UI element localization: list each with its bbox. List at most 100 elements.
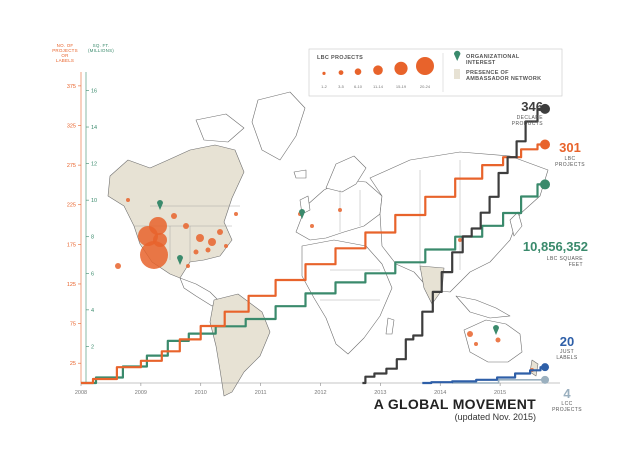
project-bubble-10 [193, 249, 199, 255]
series-line-4 [452, 379, 545, 384]
lcc-label-line-2: PROJECTS [552, 407, 582, 413]
map-india [419, 265, 445, 305]
map-madagascar [385, 317, 395, 335]
lcc-value: 4 [563, 386, 571, 401]
legend-bubble-label-3: 11-14 [373, 84, 384, 89]
project-bubble-6 [217, 229, 223, 235]
right-tick-label-7: 16 [91, 88, 97, 94]
project-bubble-3 [153, 233, 167, 247]
project-bubble-8 [171, 213, 177, 219]
declare-value: 346 [521, 99, 543, 114]
x-tick-label-6: 2014 [434, 390, 446, 396]
left-tick-label-2: 125 [67, 282, 76, 288]
left-tick-label-0: 25 [70, 361, 76, 367]
x-tick-label-0: 2008 [75, 390, 87, 396]
left-tick-label-7: 375 [67, 84, 76, 90]
square-feet-label-line-1: LBC SQUARE [547, 256, 583, 262]
series-end-dot-4 [541, 375, 550, 384]
legend-org-marker-icon [454, 50, 461, 61]
org-interest-markers [157, 200, 499, 335]
project-bubble-18 [310, 224, 314, 228]
project-bubble-19 [338, 208, 342, 212]
right-tick-label-2: 6 [91, 271, 94, 277]
left-tick-label-6: 325 [67, 124, 76, 130]
org-interest-marker-1 [299, 209, 305, 219]
series-line-1 [81, 183, 545, 385]
legend-bubble-label-0: 1-2 [321, 84, 328, 89]
left-tick-label-3: 175 [67, 242, 76, 248]
project-bubble-16 [474, 342, 478, 346]
legend-frame [308, 48, 563, 97]
legend-bubbles: 1-2 3-5 6-10 11-14 15-19 20-24 [321, 57, 434, 89]
project-bubble-7 [183, 223, 189, 229]
project-bubble-22 [126, 198, 130, 202]
lbc-projects-label-line-2: PROJECTS [555, 162, 585, 168]
series-end-dot-0 [540, 139, 551, 150]
chart-subtitle: (updated Nov. 2015) [455, 412, 536, 422]
project-bubble-23 [234, 212, 238, 216]
project-bubble-14 [467, 331, 473, 337]
legend-bubble-3 [373, 65, 383, 75]
legend-bubble-4 [394, 61, 408, 75]
right-axis-title-line-2: (MILLIONS) [88, 48, 114, 53]
right-axis-title: SQ. FT. (MILLIONS) [88, 43, 114, 53]
legend-bubble-label-5: 20-24 [420, 84, 431, 89]
right-tick-label-6: 14 [91, 125, 97, 131]
legend-ambassador-label-line-1: PRESENCE OF [466, 70, 509, 76]
legend: LBC PROJECTS 1-2 3-5 6-10 11-14 15-19 20-24 O… [308, 48, 563, 97]
project-bubble-11 [224, 244, 228, 248]
legend-org-label-line-2: INTEREST [466, 60, 496, 66]
left-axis-title: NO. OF PROJECTS OR LABELS [52, 43, 78, 63]
legend-bubble-1 [338, 70, 344, 75]
x-axis-ticks: 2008 2009 2010 2011 2012 2013 2014 2015 [75, 383, 506, 396]
just-label-line-1: JUST [560, 349, 574, 355]
legend-title: LBC PROJECTS [317, 55, 363, 61]
left-tick-label-1: 75 [70, 322, 76, 328]
project-bubble-2 [149, 217, 167, 235]
chart-title: A GLOBAL MOVEMENT [374, 396, 536, 412]
x-tick-label-4: 2012 [314, 390, 326, 396]
right-axis-title-line-1: SQ. FT. [93, 43, 110, 48]
left-axis-title-line-1: NO. OF [57, 43, 74, 48]
map-australia [463, 319, 523, 363]
series-end-dot-3 [541, 363, 550, 372]
series-end-dot-1 [540, 179, 551, 190]
project-bubble-12 [115, 263, 121, 269]
project-bubble-13 [186, 264, 190, 268]
project-bubble-0 [140, 241, 168, 269]
left-axis-title-line-2: PROJECTS [52, 48, 78, 53]
end-label-lbc-projects: 301 LBC PROJECTS [555, 140, 585, 168]
end-label-just: 20 JUST LABELS [556, 334, 578, 361]
just-value: 20 [560, 334, 574, 349]
left-axis-title-line-3: OR [61, 53, 69, 58]
x-tick-label-2: 2010 [195, 390, 207, 396]
map-north-america [107, 144, 245, 279]
x-tick-label-5: 2013 [374, 390, 386, 396]
legend-bubble-0 [322, 71, 326, 75]
x-tick-label-7: 2015 [494, 390, 506, 396]
just-label-line-2: LABELS [556, 355, 578, 361]
series-line-0 [81, 143, 545, 385]
map-south-america [209, 293, 271, 397]
end-label-lcc: 4 LCC PROJECTS [552, 386, 582, 413]
map-canada-islands [195, 113, 245, 143]
legend-bubble-label-1: 3-5 [338, 84, 345, 89]
square-feet-value: 10,856,352 [523, 239, 588, 254]
map-scandinavia [325, 155, 367, 193]
legend-bubble-label-2: 6-10 [354, 84, 363, 89]
declare-label-line-2: PRODUCTS [512, 121, 544, 127]
series-end-dot-2 [540, 103, 551, 114]
lbc-projects-label-line-1: LBC [565, 156, 576, 162]
map-africa [301, 239, 393, 355]
right-tick-label-4: 10 [91, 198, 97, 204]
project-bubble-20 [458, 238, 462, 242]
project-bubble-9 [205, 247, 211, 253]
org-interest-marker-3 [493, 325, 499, 335]
square-feet-label-line-2: FEET [569, 262, 583, 268]
lcc-label-line-1: LCC [561, 401, 572, 407]
map-southeast-asia [455, 295, 511, 319]
legend-ambassador-swatch [454, 69, 460, 79]
legend-bubble-5 [416, 57, 434, 75]
left-axis-ticks: 25 75 125 175 225 275 325 375 [67, 84, 81, 367]
